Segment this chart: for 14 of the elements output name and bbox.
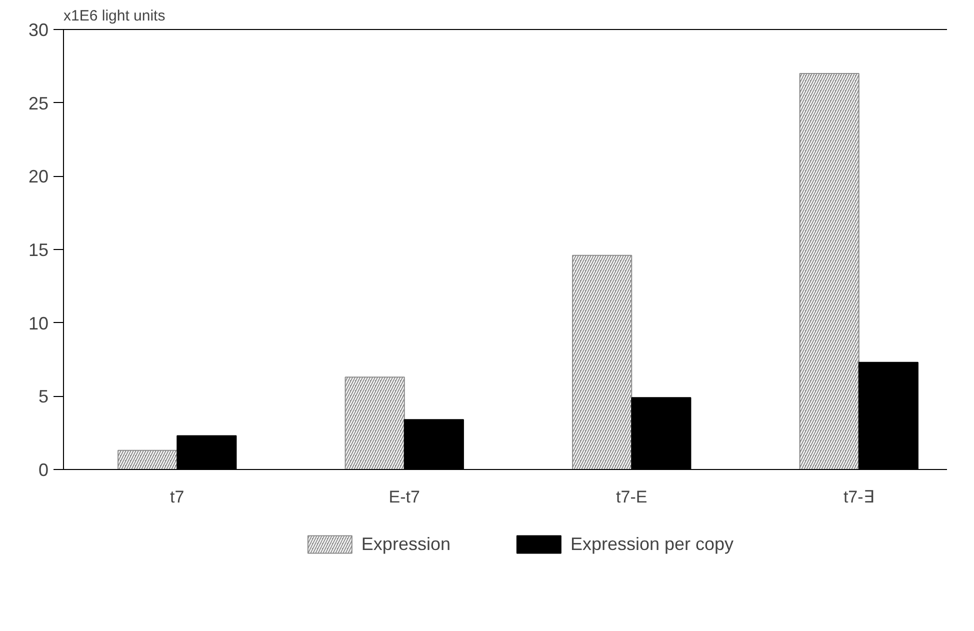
y-tick-label: 5	[38, 386, 49, 407]
y-axis-title: x1E6 light units	[64, 8, 166, 24]
x-tick-label: t7	[170, 488, 184, 506]
x-tick-label: t7-E	[616, 488, 648, 506]
y-tick-label: 0	[38, 460, 49, 480]
y-tick-label: 15	[28, 240, 49, 260]
y-tick-label: 10	[28, 313, 49, 334]
legend-label: Expression	[361, 534, 450, 554]
y-tick-label: 25	[28, 93, 49, 114]
legend-label: Expression per copy	[570, 534, 734, 554]
y-tick-label: 20	[28, 166, 49, 187]
x-tick-label: E-t7	[388, 488, 420, 506]
x-tick-label: t7-∃	[843, 488, 874, 506]
y-tick-label: 30	[28, 20, 49, 40]
